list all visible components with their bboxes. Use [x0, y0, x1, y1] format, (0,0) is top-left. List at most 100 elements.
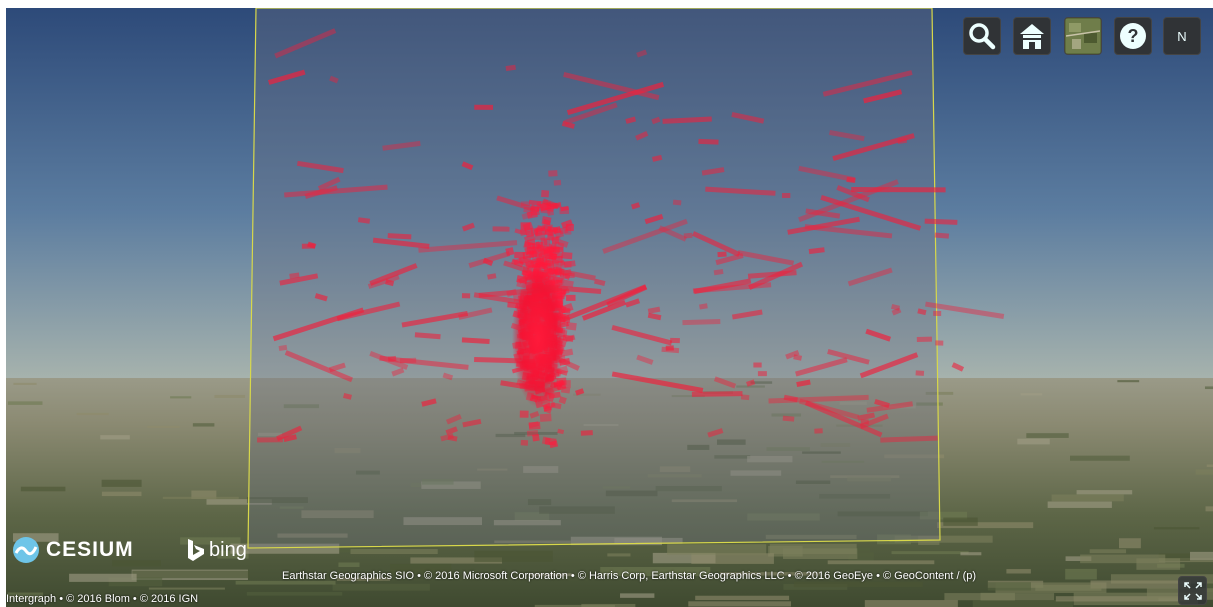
- bounding-volume: [247, 8, 941, 549]
- field: [916, 402, 943, 406]
- scene[interactable]: [6, 8, 1213, 607]
- point: [787, 216, 860, 235]
- field: [714, 455, 751, 459]
- navigation-help-button[interactable]: N: [1163, 17, 1201, 55]
- field: [919, 511, 968, 520]
- point: [546, 209, 555, 216]
- point: [274, 28, 337, 59]
- point: [827, 349, 870, 365]
- point: [857, 412, 876, 421]
- point: [540, 207, 551, 214]
- field: [1080, 554, 1166, 564]
- field: [514, 512, 550, 522]
- point: [528, 199, 542, 206]
- point: [558, 268, 596, 281]
- point: [524, 241, 532, 248]
- field: [736, 385, 765, 388]
- cesium-viewer[interactable]: ? N CESIUM bing Earthstar Geographics SI…: [6, 8, 1213, 607]
- point: [860, 419, 869, 425]
- point: [276, 425, 303, 442]
- point: [561, 269, 572, 277]
- field: [148, 587, 225, 590]
- point: [563, 102, 618, 126]
- field: [1205, 506, 1213, 512]
- point: [731, 111, 765, 124]
- field: [336, 577, 391, 581]
- field: [530, 573, 574, 577]
- point: [644, 213, 664, 225]
- field: [355, 470, 380, 475]
- search-icon: [969, 23, 996, 50]
- point: [544, 259, 554, 267]
- field: [943, 517, 978, 526]
- point: [552, 246, 564, 253]
- cesium-logo[interactable]: CESIUM: [12, 536, 134, 564]
- bing-logo[interactable]: bing: [186, 538, 247, 562]
- field: [1206, 464, 1213, 467]
- point: [768, 394, 869, 404]
- field: [769, 543, 857, 554]
- fullscreen-button[interactable]: [1178, 576, 1207, 605]
- field: [390, 563, 452, 576]
- point: [805, 208, 841, 219]
- point: [557, 428, 565, 435]
- point: [701, 167, 725, 176]
- field: [421, 478, 454, 485]
- search-button[interactable]: [963, 17, 1001, 55]
- field: [750, 381, 773, 384]
- point: [547, 246, 561, 257]
- field: [293, 548, 397, 553]
- terrain-fields: [7, 380, 1213, 607]
- cesium-icon: [13, 537, 39, 563]
- field: [301, 510, 374, 519]
- point: [503, 260, 530, 274]
- field: [607, 553, 631, 557]
- point: [525, 228, 534, 238]
- field: [69, 573, 137, 582]
- field: [925, 391, 954, 395]
- field: [819, 493, 891, 499]
- point: [691, 391, 743, 397]
- field: [132, 570, 250, 579]
- point: [357, 217, 371, 224]
- field: [894, 535, 993, 543]
- field: [583, 424, 619, 427]
- point: [551, 255, 563, 263]
- field: [421, 481, 481, 489]
- point: [543, 219, 551, 226]
- base-layer-picker[interactable]: [1064, 17, 1102, 55]
- point: [746, 379, 756, 387]
- point: [891, 303, 900, 311]
- credit-text: Earthstar Geographics SIO • © 2016 Micro…: [282, 570, 977, 582]
- field: [1026, 433, 1069, 438]
- field: [534, 604, 615, 607]
- point: [829, 129, 865, 142]
- field: [1070, 455, 1130, 461]
- point: [496, 195, 536, 212]
- help-button[interactable]: ?: [1114, 17, 1152, 55]
- point: [296, 160, 344, 174]
- point: [798, 165, 856, 183]
- point: [462, 418, 482, 428]
- field: [766, 447, 810, 452]
- point: [662, 116, 712, 124]
- point: [651, 154, 663, 162]
- point: [336, 301, 401, 322]
- point: [379, 355, 469, 370]
- point: [543, 405, 553, 414]
- point: [558, 239, 569, 248]
- point: [874, 398, 890, 409]
- point: [519, 410, 529, 418]
- point: [367, 274, 400, 289]
- field: [514, 431, 558, 435]
- field: [730, 470, 782, 476]
- field: [882, 405, 916, 409]
- point: [514, 251, 525, 259]
- field: [338, 562, 360, 567]
- point: [582, 300, 627, 321]
- point: [917, 308, 927, 316]
- point: [369, 263, 418, 286]
- home-button[interactable]: [1013, 17, 1051, 55]
- field: [847, 476, 892, 482]
- field: [1017, 438, 1050, 445]
